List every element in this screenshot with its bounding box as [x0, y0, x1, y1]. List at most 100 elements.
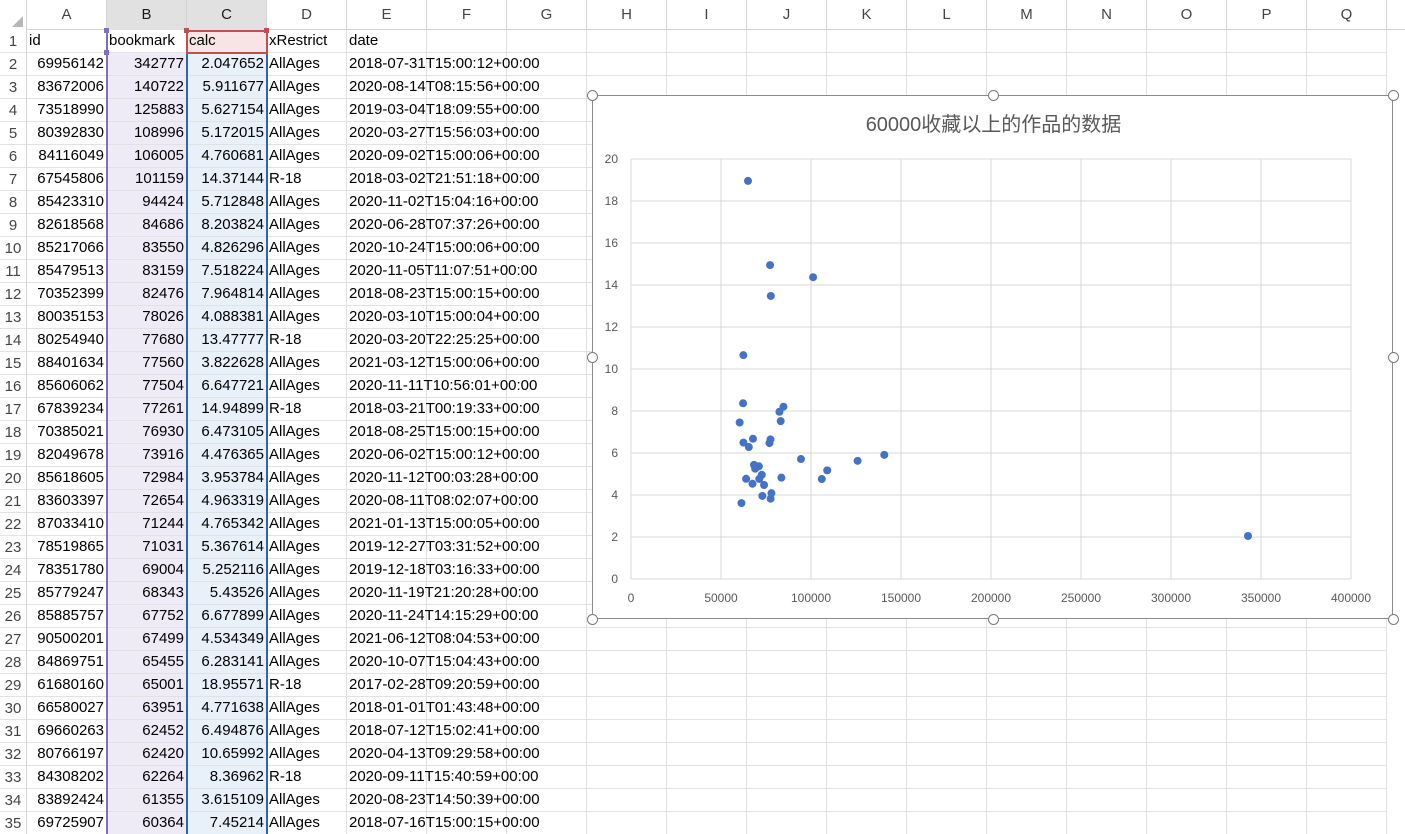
cell-a[interactable]: 85885757: [27, 605, 107, 628]
chart-resize-handle[interactable]: [1388, 352, 1399, 363]
empty-cell[interactable]: [987, 812, 1067, 834]
empty-cell[interactable]: [1067, 628, 1147, 651]
empty-cell[interactable]: [667, 697, 747, 720]
empty-cell[interactable]: [1227, 720, 1307, 743]
cell-a[interactable]: 80254940: [27, 329, 107, 352]
cell-d[interactable]: AllAges: [267, 99, 347, 122]
cell-d[interactable]: AllAges: [267, 237, 347, 260]
cell-c[interactable]: 5.252116: [187, 559, 267, 582]
cell-b[interactable]: 73916: [107, 444, 187, 467]
cell-c[interactable]: 5.627154: [187, 99, 267, 122]
empty-cell[interactable]: [827, 812, 907, 834]
cell-b[interactable]: 101159: [107, 168, 187, 191]
cell-c[interactable]: 8.36962: [187, 766, 267, 789]
cell-b[interactable]: 83159: [107, 260, 187, 283]
cell-e[interactable]: 2020-09-02T15:00:06+00:00: [347, 145, 540, 168]
cell-a[interactable]: 69660263: [27, 720, 107, 743]
empty-cell[interactable]: [1307, 53, 1387, 76]
empty-cell[interactable]: [1147, 697, 1227, 720]
range-corner-handle[interactable]: [104, 50, 109, 55]
row-header[interactable]: 31: [0, 720, 27, 743]
chart-resize-handle[interactable]: [587, 614, 598, 625]
cell-b[interactable]: 71244: [107, 513, 187, 536]
empty-cell[interactable]: [587, 720, 667, 743]
cell-d[interactable]: AllAges: [267, 283, 347, 306]
empty-cell[interactable]: [827, 651, 907, 674]
empty-cell[interactable]: [427, 651, 507, 674]
cell-d[interactable]: AllAges: [267, 53, 347, 76]
empty-cell[interactable]: [1307, 743, 1387, 766]
empty-cell[interactable]: [507, 812, 587, 834]
cell-a[interactable]: 70352399: [27, 283, 107, 306]
empty-cell[interactable]: [1067, 720, 1147, 743]
empty-cell[interactable]: [587, 651, 667, 674]
cell-a[interactable]: 84308202: [27, 766, 107, 789]
cell-c[interactable]: 14.94899: [187, 398, 267, 421]
row-header[interactable]: 1: [0, 30, 27, 53]
empty-cell[interactable]: [427, 697, 507, 720]
empty-cell[interactable]: [427, 53, 507, 76]
cell-a[interactable]: 85423310: [27, 191, 107, 214]
cell-a[interactable]: 80766197: [27, 743, 107, 766]
empty-cell[interactable]: [1307, 30, 1387, 53]
cell-b[interactable]: 63951: [107, 697, 187, 720]
cell-a[interactable]: 78519865: [27, 536, 107, 559]
empty-cell[interactable]: [427, 720, 507, 743]
empty-cell[interactable]: [427, 122, 507, 145]
cell-c[interactable]: 4.771638: [187, 697, 267, 720]
column-header-c[interactable]: C: [187, 0, 267, 30]
cell-c[interactable]: 7.45214: [187, 812, 267, 834]
cell-a[interactable]: 67545806: [27, 168, 107, 191]
cell-e[interactable]: 2020-11-02T15:04:16+00:00: [347, 191, 538, 214]
empty-cell[interactable]: [427, 789, 507, 812]
empty-cell[interactable]: [827, 720, 907, 743]
empty-cell[interactable]: [507, 122, 587, 145]
row-header[interactable]: 33: [0, 766, 27, 789]
empty-cell[interactable]: [1147, 812, 1227, 834]
cell-c[interactable]: 8.203824: [187, 214, 267, 237]
empty-cell[interactable]: [427, 536, 507, 559]
select-all-corner[interactable]: [0, 0, 27, 30]
empty-cell[interactable]: [427, 145, 507, 168]
row-header[interactable]: 19: [0, 444, 27, 467]
column-header-d[interactable]: D: [267, 0, 347, 30]
cell-e[interactable]: 2020-03-27T15:56:03+00:00: [347, 122, 540, 145]
cell-d[interactable]: AllAges: [267, 513, 347, 536]
empty-cell[interactable]: [507, 628, 587, 651]
empty-cell[interactable]: [987, 789, 1067, 812]
empty-cell[interactable]: [587, 674, 667, 697]
chart-resize-handle[interactable]: [1388, 90, 1399, 101]
empty-cell[interactable]: [747, 651, 827, 674]
empty-cell[interactable]: [1227, 812, 1307, 834]
header-cell-d[interactable]: xRestrict: [267, 30, 347, 53]
empty-cell[interactable]: [1067, 766, 1147, 789]
cell-c[interactable]: 3.615109: [187, 789, 267, 812]
cell-d[interactable]: AllAges: [267, 628, 347, 651]
empty-cell[interactable]: [427, 743, 507, 766]
empty-cell[interactable]: [507, 467, 587, 490]
empty-cell[interactable]: [507, 30, 587, 53]
column-header-o[interactable]: O: [1147, 0, 1227, 30]
empty-cell[interactable]: [1147, 789, 1227, 812]
chart-resize-handle[interactable]: [587, 352, 598, 363]
empty-cell[interactable]: [427, 237, 507, 260]
cell-a[interactable]: 82049678: [27, 444, 107, 467]
empty-cell[interactable]: [1147, 674, 1227, 697]
empty-cell[interactable]: [1307, 789, 1387, 812]
cell-a[interactable]: 90500201: [27, 628, 107, 651]
cell-e[interactable]: 2020-09-11T15:40:59+00:00: [347, 766, 538, 789]
empty-cell[interactable]: [1067, 53, 1147, 76]
cell-e[interactable]: 2020-11-12T00:03:28+00:00: [347, 467, 538, 490]
cell-b[interactable]: 76930: [107, 421, 187, 444]
cell-a[interactable]: 85606062: [27, 375, 107, 398]
row-header[interactable]: 5: [0, 122, 27, 145]
cell-d[interactable]: AllAges: [267, 605, 347, 628]
empty-cell[interactable]: [667, 789, 747, 812]
cell-b[interactable]: 62264: [107, 766, 187, 789]
empty-cell[interactable]: [667, 743, 747, 766]
empty-cell[interactable]: [587, 628, 667, 651]
empty-cell[interactable]: [907, 812, 987, 834]
cell-d[interactable]: AllAges: [267, 743, 347, 766]
cell-c[interactable]: 13.47777: [187, 329, 267, 352]
empty-cell[interactable]: [1227, 766, 1307, 789]
